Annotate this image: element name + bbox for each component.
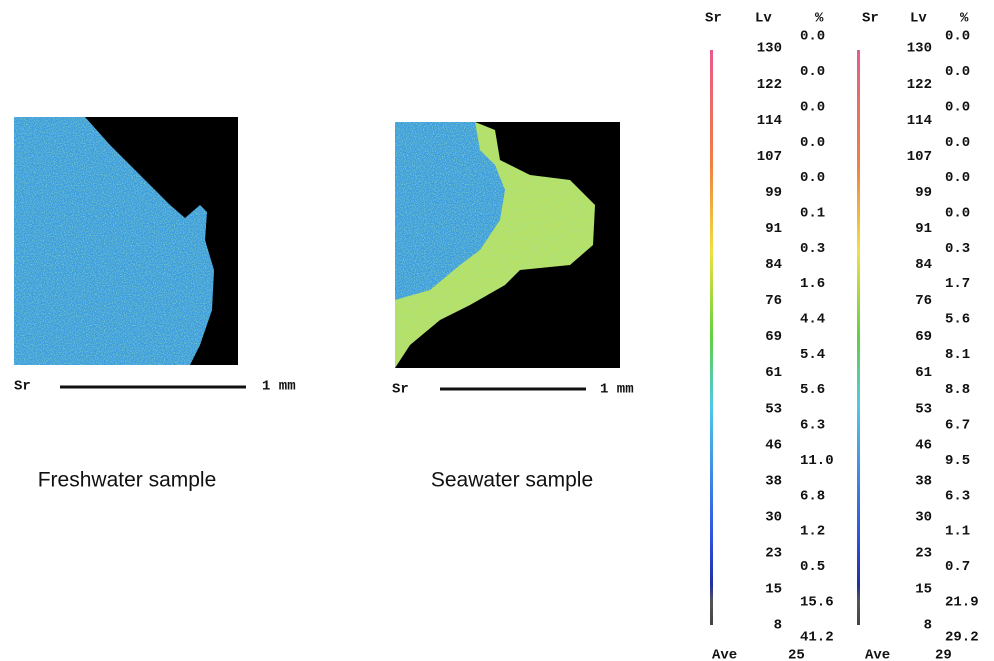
level-label: 114 (907, 113, 932, 129)
level-label: 99 (915, 185, 932, 201)
percent-label: 0.0 (945, 170, 970, 186)
element-label: Sr (392, 382, 409, 398)
legend-header: Lv (755, 11, 772, 27)
percent-label: 5.4 (800, 347, 825, 363)
percent-label: 0.0 (945, 99, 970, 115)
percent-label: 15.6 (800, 594, 834, 610)
percent-label: 0.0 (800, 99, 825, 115)
percent-label: 11.0 (800, 453, 834, 469)
percent-label: 5.6 (945, 312, 970, 328)
percent-label: 6.8 (800, 488, 825, 504)
percent-label: 0.0 (800, 170, 825, 186)
percent-label: 0.7 (945, 559, 970, 575)
freshwater-map (14, 117, 238, 365)
scale-label: 1 mm (600, 382, 634, 398)
percent-label: 0.0 (800, 135, 825, 151)
level-label: 84 (765, 257, 782, 273)
percent-label: 1.7 (945, 276, 970, 292)
legend-header: Sr (705, 11, 722, 27)
percent-label: 4.4 (800, 312, 825, 328)
level-label: 114 (757, 113, 782, 129)
percent-label: 21.9 (945, 594, 979, 610)
legend-header: % (815, 11, 824, 27)
caption: Seawater sample (431, 469, 593, 492)
percent-label: 8.1 (945, 347, 970, 363)
level-label: 15 (915, 582, 932, 598)
level-label: 46 (765, 437, 782, 453)
level-label: 61 (915, 365, 932, 381)
level-label: 30 (915, 509, 932, 525)
level-label: 46 (915, 437, 932, 453)
level-label: 38 (765, 473, 782, 489)
level-label: 69 (915, 329, 932, 345)
level-label: 8 (774, 618, 782, 634)
level-label: 99 (765, 185, 782, 201)
percent-label: 6.3 (945, 488, 970, 504)
percent-label: 6.7 (945, 418, 970, 434)
level-label: 91 (765, 221, 782, 237)
percent-label: 0.0 (800, 29, 825, 45)
average-label: Ave (712, 648, 737, 661)
level-label: 61 (765, 365, 782, 381)
level-label: 15 (765, 582, 782, 598)
level-label: 69 (765, 329, 782, 345)
percent-label: 0.1 (800, 205, 825, 221)
percent-label: 0.5 (800, 559, 825, 575)
color-bar (857, 50, 860, 625)
level-label: 30 (765, 509, 782, 525)
legend-header: Sr (862, 11, 879, 27)
average-label: Ave (865, 648, 890, 661)
percent-label: 1.6 (800, 276, 825, 292)
percent-label: 9.5 (945, 453, 970, 469)
percent-label: 1.2 (800, 524, 825, 540)
level-label: 84 (915, 257, 932, 273)
level-label: 130 (907, 41, 932, 57)
seawater-map (395, 122, 620, 368)
level-label: 76 (765, 293, 782, 309)
level-label: 53 (915, 401, 932, 417)
average-value: 25 (788, 648, 805, 661)
level-label: 8 (924, 618, 932, 634)
level-label: 38 (915, 473, 932, 489)
level-label: 91 (915, 221, 932, 237)
percent-label: 0.0 (945, 29, 970, 45)
level-label: 23 (915, 546, 932, 562)
percent-label: 0.0 (945, 205, 970, 221)
percent-label: 0.3 (800, 241, 825, 257)
element-label: Sr (14, 379, 31, 395)
percent-label: 1.1 (945, 524, 970, 540)
average-value: 29 (935, 648, 952, 661)
level-label: 122 (907, 77, 932, 93)
level-label: 23 (765, 546, 782, 562)
percent-label: 0.0 (800, 64, 825, 80)
level-label: 107 (757, 149, 782, 165)
percent-label: 0.0 (945, 64, 970, 80)
caption: Freshwater sample (38, 469, 217, 492)
scale-label: 1 mm (262, 379, 296, 395)
legend-header: % (960, 11, 969, 27)
percent-label: 8.8 (945, 382, 970, 398)
percent-label: 5.6 (800, 382, 825, 398)
percent-label: 29.2 (945, 630, 979, 646)
level-label: 130 (757, 41, 782, 57)
level-label: 76 (915, 293, 932, 309)
level-label: 53 (765, 401, 782, 417)
level-label: 107 (907, 149, 932, 165)
percent-label: 41.2 (800, 630, 834, 646)
color-bar (710, 50, 713, 625)
legend-header: Lv (910, 11, 927, 27)
percent-label: 0.0 (945, 135, 970, 151)
level-label: 122 (757, 77, 782, 93)
percent-label: 0.3 (945, 241, 970, 257)
percent-label: 6.3 (800, 418, 825, 434)
